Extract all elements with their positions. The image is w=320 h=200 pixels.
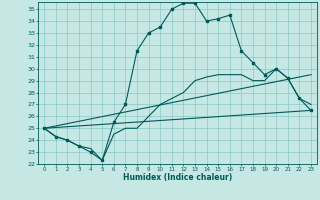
X-axis label: Humidex (Indice chaleur): Humidex (Indice chaleur): [123, 173, 232, 182]
